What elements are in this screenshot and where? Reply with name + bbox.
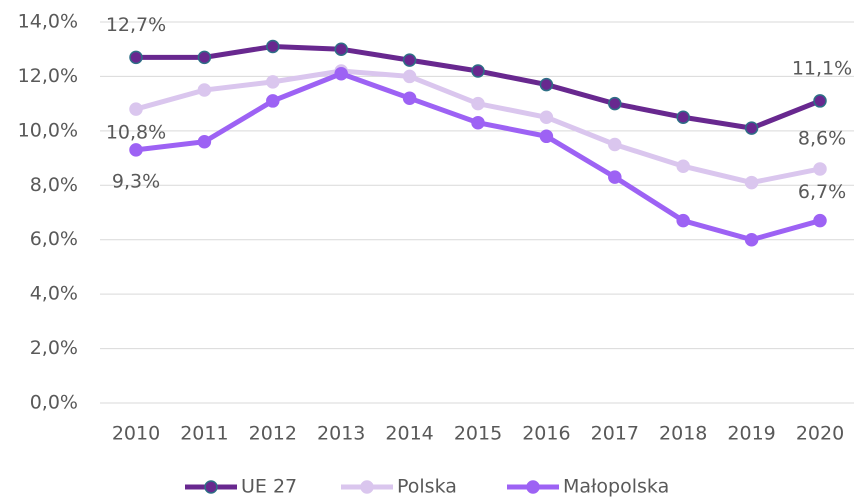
data-point	[539, 129, 554, 144]
data-point	[813, 94, 827, 108]
data-point	[266, 39, 280, 54]
y-tick-label: 14,0%	[18, 11, 78, 33]
data-point	[197, 83, 212, 97]
data-point	[744, 121, 759, 135]
data-point	[744, 232, 759, 247]
data-point	[608, 96, 622, 111]
y-tick-label: 6,0%	[30, 228, 78, 250]
data-point	[813, 213, 827, 228]
y-tick-label: 0,0%	[30, 392, 78, 414]
x-tick-label: 2016	[522, 423, 570, 445]
data-label: 10,8%	[106, 122, 166, 144]
data-point	[129, 50, 143, 65]
y-tick-label: 8,0%	[30, 174, 78, 196]
data-point	[813, 162, 827, 176]
data-point	[471, 64, 485, 78]
data-point	[539, 110, 554, 124]
data-label: 6,7%	[798, 181, 846, 203]
data-label: 8,6%	[798, 127, 846, 149]
data-point	[129, 143, 143, 157]
data-label: 12,7%	[106, 14, 166, 36]
x-tick-label: 2010	[112, 423, 160, 445]
data-point	[197, 50, 212, 65]
x-tick-label: 2014	[385, 423, 433, 445]
x-tick-label: 2012	[249, 423, 297, 445]
x-tick-label: 2011	[180, 423, 228, 445]
data-point	[334, 42, 348, 56]
data-point	[266, 75, 280, 89]
data-point	[266, 94, 280, 108]
data-label: 11,1%	[792, 57, 852, 79]
y-tick-label: 10,0%	[18, 119, 78, 141]
x-tick-label: 2018	[659, 423, 707, 445]
x-tick-label: 2017	[591, 423, 639, 445]
data-point	[471, 115, 485, 130]
y-tick-label: 2,0%	[30, 337, 78, 359]
legend-marker	[360, 480, 374, 494]
data-point	[608, 170, 622, 184]
data-point	[334, 66, 348, 81]
legend-label: Małopolska	[563, 476, 669, 498]
legend-marker	[526, 480, 540, 494]
data-point	[471, 96, 485, 111]
data-point	[402, 91, 417, 105]
y-tick-label: 4,0%	[30, 283, 78, 305]
data-label: 9,3%	[112, 170, 160, 192]
x-tick-label: 2015	[454, 423, 502, 445]
data-point	[402, 53, 417, 67]
data-point	[129, 102, 143, 116]
x-tick-label: 2020	[796, 423, 844, 445]
x-tick-label: 2013	[317, 423, 365, 445]
data-point	[608, 137, 622, 152]
legend-label: UE 27	[241, 476, 297, 498]
y-tick-label: 12,0%	[18, 65, 78, 87]
data-point	[744, 175, 759, 190]
legend-marker	[204, 480, 218, 494]
data-point	[676, 159, 690, 173]
data-point	[676, 213, 690, 228]
data-point	[539, 77, 554, 92]
data-point	[676, 110, 690, 124]
data-point	[402, 69, 417, 84]
data-point	[197, 134, 212, 149]
legend-label: Polska	[397, 476, 457, 498]
x-tick-label: 2019	[727, 423, 775, 445]
